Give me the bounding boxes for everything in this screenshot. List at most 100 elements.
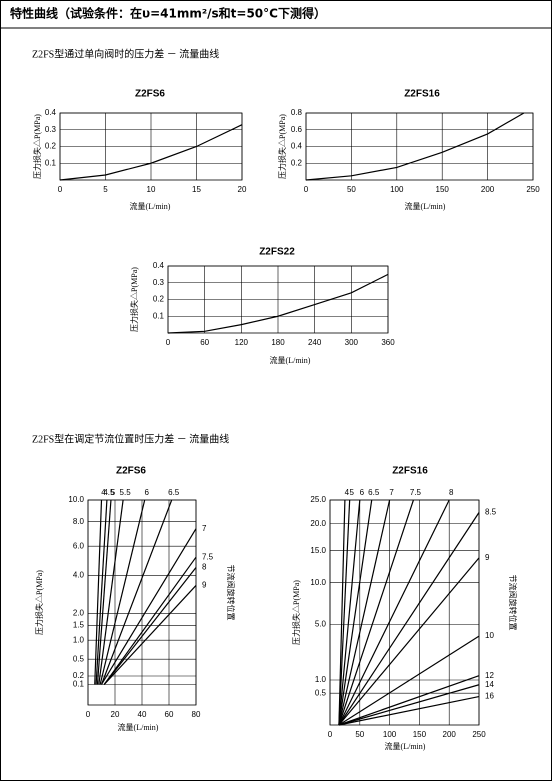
series-label: 6.5 — [168, 488, 180, 497]
header-title: 特性曲线（试验条件：在υ=41mm²/s和t=50°C下测得） — [10, 6, 326, 21]
curve — [338, 635, 480, 726]
series-label: 8.5 — [485, 508, 497, 517]
curve — [95, 499, 108, 685]
curve — [98, 499, 124, 685]
x-tick-label: 40 — [138, 710, 147, 719]
x-tick-label: 60 — [165, 710, 174, 719]
series-label: 5 — [111, 488, 116, 497]
x-tick-label: 0 — [304, 185, 309, 194]
y-tick-label: 20.0 — [310, 519, 326, 528]
series-label: 5 — [349, 488, 354, 497]
y-axis-label: 压力损失△P(MPa) — [32, 114, 42, 179]
curve — [338, 499, 415, 726]
y-tick-label: 2.0 — [73, 608, 85, 617]
x-axis-label: 流量(L/min) — [118, 722, 159, 732]
series-label: 8 — [449, 488, 454, 497]
x-tick-label: 0 — [58, 185, 63, 194]
x-tick-label: 250 — [526, 185, 540, 194]
x-tick-label: 50 — [347, 185, 356, 194]
curve — [99, 499, 146, 685]
x-tick-label: 100 — [383, 730, 397, 739]
x-tick-label: 15 — [192, 185, 201, 194]
y-axis-label: 压力损失△P(MPa) — [129, 267, 139, 332]
y-tick-label: 10.0 — [68, 495, 84, 504]
x-tick-label: 20 — [111, 710, 120, 719]
series-label: 4 — [345, 488, 350, 497]
right-axis-label: 节流阀旋转位置 — [226, 565, 236, 621]
x-tick-label: 250 — [472, 730, 486, 739]
series-label: 7.5 — [202, 552, 214, 561]
curve — [338, 695, 480, 726]
curve — [103, 567, 197, 685]
y-tick-label: 0.6 — [291, 125, 303, 134]
x-tick-label: 360 — [381, 338, 395, 347]
series-label: 12 — [485, 671, 494, 680]
x-axis-label: 流量(L/min) — [270, 355, 311, 365]
x-axis-label: 流量(L/min) — [130, 201, 171, 211]
curve — [338, 684, 480, 726]
chart-title: Z2FS6 — [116, 466, 146, 477]
x-tick-label: 0 — [166, 338, 171, 347]
y-tick-label: 5.0 — [315, 619, 327, 628]
series-label: 6 — [360, 488, 365, 497]
y-tick-label: 0.4 — [291, 142, 303, 151]
curve — [338, 499, 346, 726]
curve — [338, 675, 480, 726]
chart-title: Z2FS16 — [404, 89, 440, 100]
curve — [100, 499, 173, 685]
section-title: Z2FS型在调定节流位置时压力差 － 流量曲线 — [32, 432, 229, 445]
y-tick-label: 8.0 — [73, 517, 85, 526]
y-tick-label: 4.0 — [73, 570, 85, 579]
curve — [338, 557, 480, 726]
series-label: 16 — [485, 692, 494, 701]
chart-title: Z2FS6 — [135, 89, 165, 100]
y-tick-label: 1.0 — [315, 675, 327, 684]
x-tick-label: 80 — [192, 710, 201, 719]
curve — [94, 499, 103, 685]
curve — [100, 528, 197, 685]
series-label: 9 — [485, 553, 490, 562]
y-tick-label: 0.2 — [153, 295, 165, 304]
x-tick-label: 20 — [238, 185, 247, 194]
x-tick-label: 180 — [271, 338, 285, 347]
section-title: Z2FS型通过单向阀时的压力差 － 流量曲线 — [32, 47, 219, 60]
y-tick-label: 1.0 — [73, 635, 85, 644]
series-label: 6.5 — [368, 488, 380, 497]
y-tick-label: 0.3 — [45, 125, 57, 134]
curve — [305, 112, 525, 181]
y-tick-label: 0.2 — [291, 158, 303, 167]
series-label: 9 — [202, 581, 207, 590]
y-tick-label: 0.2 — [45, 142, 57, 151]
y-tick-label: 0.1 — [73, 680, 85, 689]
y-tick-label: 0.1 — [153, 311, 165, 320]
y-tick-label: 15.0 — [310, 546, 326, 555]
y-tick-label: 0.1 — [45, 158, 57, 167]
curve — [167, 273, 389, 334]
x-tick-label: 100 — [390, 185, 404, 194]
x-axis-label: 流量(L/min) — [405, 201, 446, 211]
series-label: 7 — [202, 524, 207, 533]
x-tick-label: 0 — [86, 710, 91, 719]
x-tick-label: 50 — [355, 730, 364, 739]
x-tick-label: 150 — [436, 185, 450, 194]
curve — [338, 499, 450, 726]
curve — [103, 585, 197, 685]
x-tick-label: 240 — [308, 338, 322, 347]
curve — [338, 512, 480, 726]
curve — [59, 124, 243, 181]
series-label: 6 — [144, 488, 149, 497]
series-label: 7.5 — [410, 488, 422, 497]
curve — [103, 556, 197, 685]
y-tick-label: 0.8 — [291, 108, 303, 117]
y-tick-label: 0.2 — [73, 671, 85, 680]
y-tick-label: 0.4 — [153, 261, 165, 270]
curve — [338, 499, 361, 726]
y-axis-label: 压力损失△P(MPa) — [291, 580, 301, 645]
x-tick-label: 200 — [443, 730, 457, 739]
y-axis-label: 压力损失△P(MPa) — [34, 570, 44, 635]
chart-title: Z2FS22 — [259, 247, 295, 258]
x-tick-label: 60 — [200, 338, 209, 347]
